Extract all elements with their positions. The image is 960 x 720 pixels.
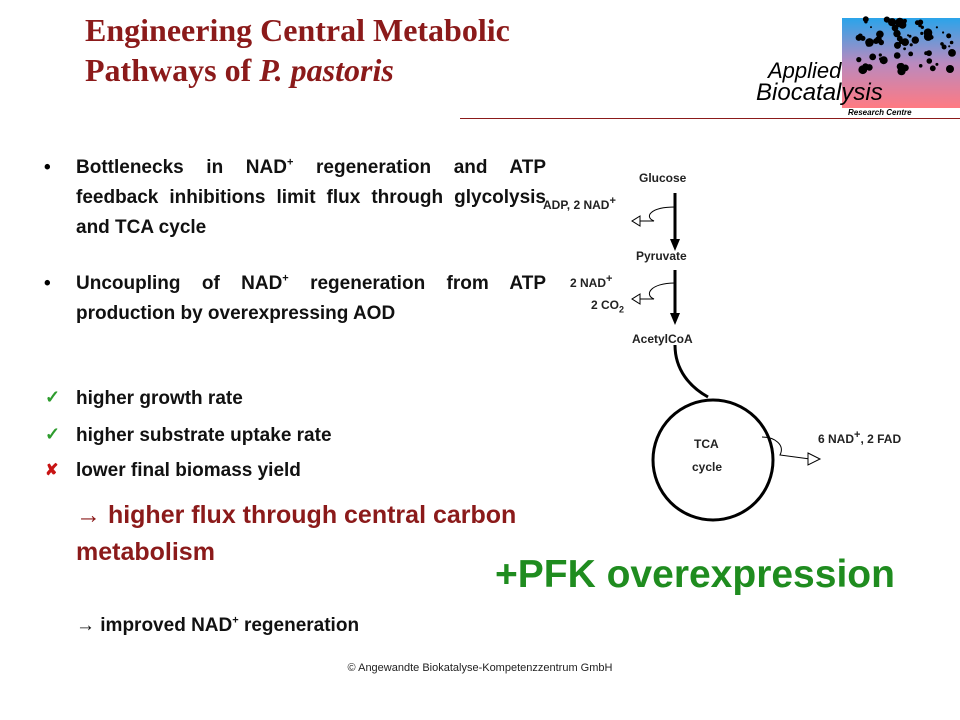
logo-dot <box>862 16 869 23</box>
label-glucose: Glucose <box>639 171 687 185</box>
label-acetylcoa: AcetylCoA <box>632 332 693 346</box>
label-cofactor-3: 6 NAD+, 2 FAD <box>818 429 902 447</box>
metabolic-pathway-diagram: Glucose ADP, 2 NAD+ Pyruvate 2 NAD+ 2 CO… <box>540 155 960 535</box>
tca-cycle-circle <box>651 398 775 522</box>
conclusion-text: → higher flux through central carbon met… <box>76 501 517 566</box>
page-title: Engineering Central Metabolic Pathways o… <box>85 10 510 90</box>
logo-dot <box>901 38 909 46</box>
cofactor-out-arrow-2 <box>640 282 676 300</box>
logo-dot <box>908 34 912 38</box>
logo-dot <box>879 56 888 65</box>
logo-dot <box>942 31 945 34</box>
label-tca: TCA <box>694 437 719 451</box>
pfk-overexpression-heading: +PFK overexpression <box>495 553 895 596</box>
logo-word-research: Research Centre <box>848 108 912 117</box>
logo-dot <box>949 40 954 45</box>
logo-dot <box>870 26 872 29</box>
logo-dot <box>860 35 866 41</box>
applied-biocatalysis-logo: Applied Biocatalysis Research Centre <box>756 16 960 117</box>
arrow-head-icon <box>670 313 680 325</box>
logo-dot <box>864 20 868 24</box>
cofactor-out-arrow-1 <box>640 206 676 222</box>
bullet-dot: • <box>44 273 51 294</box>
logo-dot <box>876 30 884 39</box>
cofactor-out-arrow-3 <box>761 436 811 460</box>
logo-dot <box>920 25 924 29</box>
effect-biomass-yield: lower final biomass yield <box>76 460 301 481</box>
logo-dot <box>920 31 924 35</box>
label-cycle: cycle <box>692 460 723 474</box>
logo-dot <box>908 51 914 57</box>
logo-dot <box>935 26 938 29</box>
bullet-bottlenecks: Bottlenecks in NAD+ regeneration and ATP… <box>76 156 547 238</box>
bullet-uncoupling: Uncoupling of NAD+ regeneration from ATP… <box>76 272 546 324</box>
bullet-dot: • <box>44 157 51 178</box>
logo-dot <box>891 24 899 32</box>
logo-dot <box>940 42 944 46</box>
pathway-drawing <box>631 193 822 522</box>
check-icon: ✓ <box>45 387 61 407</box>
logo-dot <box>903 47 906 51</box>
logo-dot <box>946 33 952 39</box>
footer-copyright: © Angewandte Biokatalyse-Kompetenzzentru… <box>347 662 613 674</box>
logo-word-applied: Applied <box>766 58 842 83</box>
logo-dot <box>869 53 877 61</box>
logo-dot <box>895 17 905 27</box>
logo-dot <box>909 43 913 47</box>
logo-dot <box>896 63 904 70</box>
logo-dot <box>946 65 954 73</box>
logo-dot <box>911 36 919 44</box>
title-line-2: Pathways of P. pastoris <box>85 50 510 90</box>
logo-dot <box>923 32 933 41</box>
logo-dot <box>924 51 928 56</box>
title-line-2-prefix: Pathways of <box>85 52 260 88</box>
logo-word-biocatalysis: Biocatalysis <box>756 79 883 106</box>
logo-dot <box>941 44 947 50</box>
logo-dot <box>865 41 871 47</box>
arrow-head-icon <box>670 239 680 251</box>
logo-dot <box>855 34 862 41</box>
logo-dot <box>856 57 862 63</box>
cross-icon: ✘ <box>45 462 59 479</box>
logo-dot <box>888 18 897 27</box>
logo-dot <box>866 64 873 71</box>
logo-dot <box>894 41 901 49</box>
logo-dot <box>950 52 954 56</box>
logo-dot <box>929 65 936 72</box>
logo-dot <box>883 16 890 23</box>
logo-dot <box>926 50 932 57</box>
logo-dot <box>935 62 939 66</box>
logo-dot <box>926 58 933 64</box>
logo-dot <box>948 45 951 48</box>
logo-dot <box>896 35 903 42</box>
label-pyruvate: Pyruvate <box>636 249 687 263</box>
logo-dot <box>893 52 901 59</box>
label-cofactor-2b: 2 CO2 <box>591 298 625 315</box>
effect-uptake-rate: higher substrate uptake rate <box>76 425 332 446</box>
title-species: P. pastoris <box>259 52 394 88</box>
improved-nad-text: → improved NAD+ regeneration <box>76 614 360 636</box>
acetylcoa-tca-arrow <box>673 344 709 399</box>
logo-dot <box>893 29 901 38</box>
logo-dot <box>918 64 923 68</box>
logo-dot <box>878 53 882 57</box>
label-cofactor-1: ADP, 2 NAD+ <box>543 195 616 213</box>
label-cofactor-2a: 2 NAD+ <box>570 273 613 291</box>
check-icon: ✓ <box>45 424 61 444</box>
logo-dot <box>914 20 920 26</box>
effect-growth-rate: higher growth rate <box>76 388 243 409</box>
title-line-1: Engineering Central Metabolic <box>85 12 510 48</box>
header-rule <box>460 118 960 119</box>
logo-dot <box>907 34 910 37</box>
